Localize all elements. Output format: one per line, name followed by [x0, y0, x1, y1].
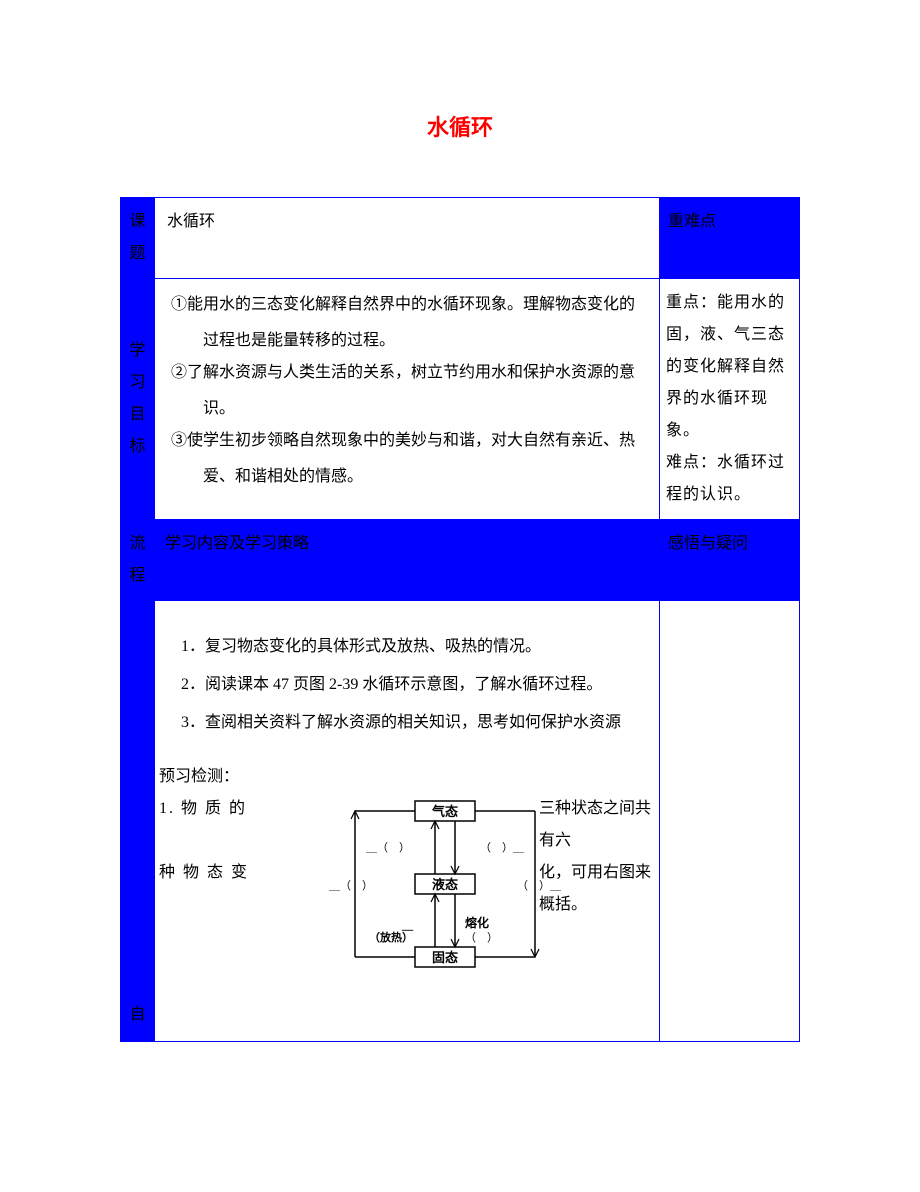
- table-row: 流程 学习内容及学习策略 感悟与疑问: [121, 520, 800, 601]
- reflection-cell: [660, 601, 800, 1042]
- check-area: 预习检测： 1. 物 质 的 三种状态之间共有六 种 物 态 变 化，可用右图来…: [155, 755, 659, 1041]
- svg-text:固态: 固态: [432, 950, 458, 965]
- keypoints-cell: 重点：能用水的固，液、气三态的变化解释自然界的水循环现象。 难点：水循环过程的认…: [660, 279, 800, 520]
- goal-item: ③使学生初步领略自然现象中的美妙与和谐，对大自然有亲近、热: [171, 425, 647, 457]
- check-left-text: 1. 物 质 的: [159, 793, 279, 857]
- goal-item: 识。: [171, 393, 647, 425]
- goal-item: ②了解水资源与人类生活的关系，树立节约用水和保护水资源的意: [171, 357, 647, 389]
- lesson-plan-table: 课题 水循环 重难点 学习目标 ①能用水的三态变化解释自然界中的水循环现象。理解…: [120, 197, 800, 1042]
- prep-item: 2．阅读课本 47 页图 2-39 水循环示意图，了解水循环过程。: [165, 669, 649, 701]
- table-row: 学习目标 ①能用水的三态变化解释自然界中的水循环现象。理解物态变化的 过程也是能…: [121, 279, 800, 520]
- svg-text:（ ）＿: （ ）＿: [480, 841, 524, 854]
- reflection-header: 感悟与疑问: [660, 520, 800, 601]
- state-diagram: 气态 液态 固态: [315, 789, 575, 979]
- label-goals: 学习目标: [121, 279, 155, 520]
- goal-item: 爱、和谐相处的情感。: [171, 461, 647, 493]
- svg-text:液态: 液态: [432, 877, 458, 892]
- label-topic: 课题: [121, 198, 155, 279]
- table-row: 课题 水循环 重难点: [121, 198, 800, 279]
- goals-cell: ①能用水的三态变化解释自然界中的水循环现象。理解物态变化的 过程也是能量转移的过…: [155, 279, 660, 520]
- svg-text:（放热）: （放热）: [369, 930, 413, 944]
- keypoints-header: 重难点: [660, 198, 800, 279]
- check-left-text: 种 物 态 变: [159, 857, 279, 921]
- prep-item: 1．复习物态变化的具体形式及放热、吸热的情况。: [165, 631, 649, 663]
- svg-text:＿: ＿: [401, 920, 414, 932]
- svg-text:＿（ ）: ＿（ ）: [329, 879, 373, 892]
- topic-cell: 水循环: [155, 198, 660, 279]
- table-row: 自 1．复习物态变化的具体形式及放热、吸热的情况。 2．阅读课本 47 页图 2…: [121, 601, 800, 1042]
- state-diagram-svg: 气态 液态 固态: [315, 789, 575, 979]
- svg-text:＿（ ）: ＿（ ）: [366, 841, 410, 854]
- svg-text:熔化: 熔化: [465, 915, 489, 930]
- prep-item: 3．查阅相关资料了解水资源的相关知识，思考如何保护水资源: [165, 707, 649, 739]
- label-process: 流程: [121, 520, 155, 601]
- page-title: 水循环: [120, 110, 800, 142]
- svg-text:（ ）＿: （ ）＿: [517, 879, 561, 892]
- svg-text:气态: 气态: [432, 804, 458, 819]
- content-cell: 1．复习物态变化的具体形式及放热、吸热的情况。 2．阅读课本 47 页图 2-3…: [155, 601, 660, 1042]
- prep-list: 1．复习物态变化的具体形式及放热、吸热的情况。 2．阅读课本 47 页图 2-3…: [155, 601, 659, 755]
- goal-item: ①能用水的三态变化解释自然界中的水循环现象。理解物态变化的: [171, 289, 647, 321]
- goals-list: ①能用水的三态变化解释自然界中的水循环现象。理解物态变化的 过程也是能量转移的过…: [161, 287, 653, 495]
- label-selfstudy: 自: [121, 601, 155, 1042]
- process-header: 学习内容及学习策略: [155, 520, 660, 601]
- topic-text: 水循环: [161, 213, 215, 230]
- goal-item: 过程也是能量转移的过程。: [171, 325, 647, 357]
- page-root: 水循环 课题 水循环 重难点 学习目标 ①能用水的三态变化解释自然界中的水循环现…: [0, 0, 920, 1042]
- svg-text:（ ）: （ ）: [465, 931, 498, 944]
